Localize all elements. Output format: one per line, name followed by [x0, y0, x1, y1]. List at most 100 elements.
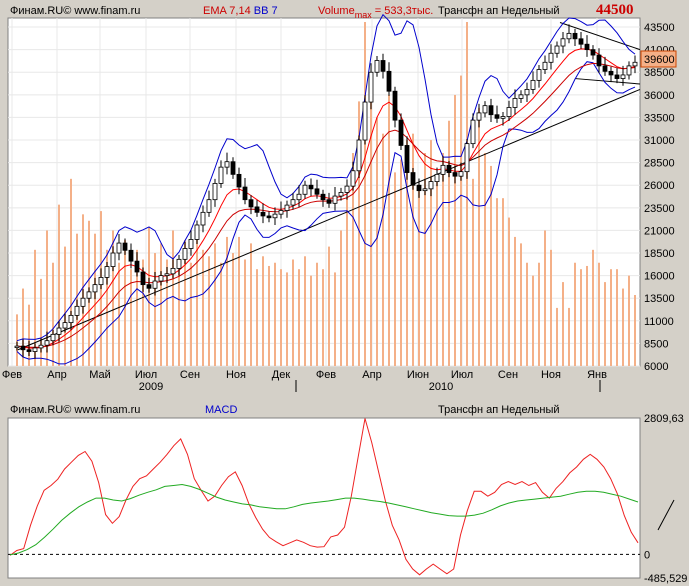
candle-body: [602, 65, 608, 72]
volume-bar: [220, 262, 222, 366]
volume-bar: [598, 262, 600, 366]
candle-body: [584, 43, 590, 51]
volume-bar: [286, 272, 288, 366]
candle-body: [152, 280, 158, 289]
candle-body: [194, 224, 200, 240]
volume-bar: [502, 198, 504, 366]
volume-bar: [292, 259, 294, 366]
candle-body: [500, 116, 506, 119]
macd-line: [9, 418, 639, 576]
candle-body: [254, 206, 260, 213]
volume-bar: [538, 262, 540, 366]
candle-body: [524, 89, 530, 96]
candle-body: [188, 239, 194, 249]
volume-bar: [634, 295, 636, 366]
x-tick-label: Ноя: [226, 369, 246, 381]
volume-bar: [148, 227, 150, 366]
volume-bar: [514, 236, 516, 366]
candle-body: [32, 347, 38, 352]
y-tick-label: 43500: [644, 22, 675, 34]
x-tick-label: Ноя: [541, 369, 561, 381]
volume-bar: [190, 262, 192, 366]
y-tick-label: 8500: [644, 338, 668, 350]
macd-y-axis: 2809,63 0 -485,529: [644, 413, 687, 585]
candle-body: [416, 184, 422, 192]
volume-bar: [472, 178, 474, 366]
candle-body: [410, 172, 416, 186]
volume-bar: [550, 249, 552, 366]
candles: [14, 24, 638, 359]
channel-trendline: [574, 78, 641, 85]
price-grid: [8, 18, 640, 367]
volume-bar: [58, 204, 60, 366]
candle-body: [428, 181, 434, 190]
candle-body: [158, 275, 164, 282]
candle-body: [362, 101, 368, 141]
candle-body: [116, 242, 122, 254]
volume-bar: [388, 94, 390, 367]
volume-bar: [580, 269, 582, 366]
candle-body: [38, 344, 44, 349]
volume-bar: [394, 172, 396, 366]
x-tick-label: Июн: [407, 369, 429, 381]
volume-bar: [352, 153, 354, 366]
volume-bar: [172, 230, 174, 366]
x-tick-label: Фев: [316, 369, 336, 381]
volume-bar: [346, 198, 348, 366]
candle-body: [440, 164, 446, 175]
volume-bar: [322, 269, 324, 366]
volume-bar: [556, 307, 558, 366]
volume-bar: [412, 133, 414, 366]
candle-body: [566, 32, 572, 40]
volume-bar: [304, 256, 306, 366]
x-tick-label: Май: [89, 369, 111, 381]
x-tick-label: Июл: [135, 369, 157, 381]
candle-body: [470, 119, 476, 145]
candle-body: [374, 60, 380, 73]
candle-body: [482, 105, 488, 114]
bollinger-lower: [16, 61, 636, 365]
candle-body: [248, 199, 254, 208]
candle-body: [608, 70, 614, 76]
candle-body: [56, 327, 62, 335]
candle-body: [368, 71, 374, 103]
volume-bar: [436, 178, 438, 366]
volume-bar: [406, 140, 408, 366]
volume-bar: [268, 265, 270, 366]
candle-body: [512, 98, 518, 108]
x-tick-label: Июл: [451, 369, 473, 381]
volume-bar: [298, 269, 300, 366]
volume-bar: [46, 230, 48, 366]
volume-bar: [442, 153, 444, 366]
signal-line: [9, 483, 639, 556]
candle-body: [290, 199, 296, 206]
volume-bar: [604, 282, 606, 366]
y-tick-label: 36000: [644, 90, 675, 102]
candle-body: [476, 112, 482, 121]
volume-bar: [610, 269, 612, 366]
candle-body: [338, 192, 344, 197]
y-tick-label: 28500: [644, 158, 675, 170]
header-volume: Volumemax = 533,3тыс.: [318, 5, 433, 20]
candle-body: [506, 107, 512, 117]
candle-body: [176, 258, 182, 269]
candle-body: [68, 314, 74, 324]
volume-bar: [400, 159, 402, 366]
volume-bar: [202, 249, 204, 366]
candle-body: [632, 61, 638, 67]
y-tick-label: 38500: [644, 67, 675, 79]
volume-bar: [484, 153, 486, 366]
volume-bar: [310, 275, 312, 366]
volume-bar: [586, 265, 588, 366]
volume-bar: [622, 288, 624, 366]
volume-bar: [370, 75, 372, 366]
volume-bar: [466, 22, 468, 366]
candle-body: [530, 79, 536, 90]
candle-body: [266, 215, 272, 219]
candle-body: [458, 171, 464, 177]
volume-bar: [118, 262, 120, 366]
candle-body: [134, 260, 140, 273]
candle-body: [50, 333, 56, 342]
candle-body: [422, 188, 428, 192]
candle-body: [392, 90, 398, 121]
